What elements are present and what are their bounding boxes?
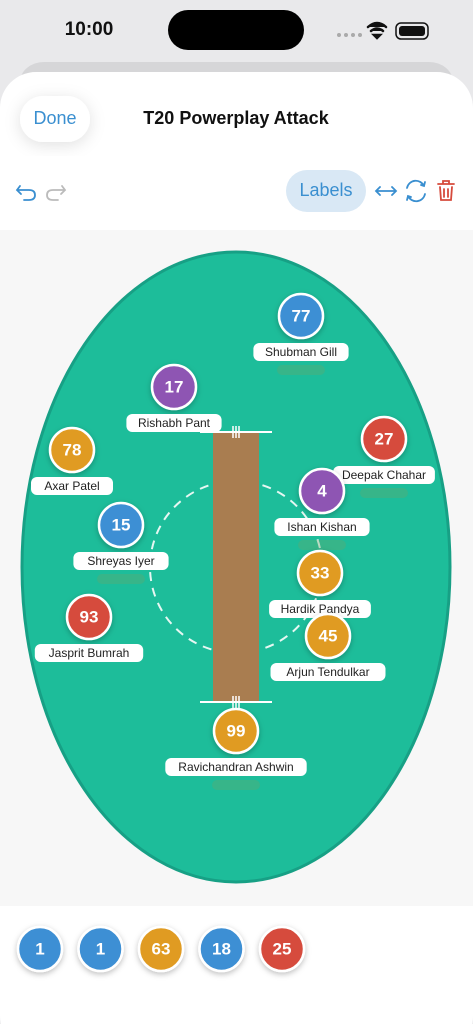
flip-icon[interactable] bbox=[374, 186, 398, 196]
player[interactable]: 15 Shreyas Iyer bbox=[73, 501, 169, 584]
position-hint bbox=[212, 780, 260, 790]
player-name: Axar Patel bbox=[44, 479, 99, 493]
player-name: Shubman Gill bbox=[265, 345, 337, 359]
player-token[interactable] bbox=[150, 363, 198, 411]
bench-number: 25 bbox=[273, 939, 292, 958]
player-number: 15 bbox=[112, 515, 131, 534]
player-number: 99 bbox=[227, 721, 246, 740]
name-tag bbox=[34, 644, 144, 662]
players: 77 Shubman Gill 17 Rishabh Pant 78 Axar Patel… bbox=[31, 292, 435, 790]
battery bbox=[395, 22, 429, 40]
stumps bbox=[232, 426, 240, 708]
player-token[interactable] bbox=[97, 501, 145, 549]
battery-level bbox=[399, 26, 425, 36]
player[interactable]: 45 Arjun Tendulkar bbox=[270, 612, 386, 681]
player[interactable]: 93 Jasprit Bumrah bbox=[34, 593, 144, 662]
player-token[interactable] bbox=[360, 415, 408, 463]
pitch bbox=[213, 432, 259, 702]
done-label[interactable]: Done bbox=[33, 108, 76, 128]
player-token[interactable] bbox=[212, 707, 260, 755]
player-number: 45 bbox=[319, 626, 338, 645]
name-tag bbox=[253, 343, 349, 361]
name-tag bbox=[31, 477, 113, 495]
player-name: Ravichandran Ashwin bbox=[178, 760, 293, 774]
bench-player[interactable]: 63 bbox=[137, 925, 185, 973]
player-number: 27 bbox=[375, 429, 394, 448]
player-number: 4 bbox=[317, 481, 327, 500]
bench-number: 1 bbox=[35, 939, 44, 958]
player[interactable]: 33 Hardik Pandya bbox=[269, 549, 371, 618]
delete-icon[interactable] bbox=[437, 180, 455, 201]
name-tag bbox=[165, 758, 307, 776]
player-name: Hardik Pandya bbox=[281, 602, 360, 616]
bench-number: 1 bbox=[96, 939, 105, 958]
name-tag bbox=[269, 600, 371, 618]
labels-label[interactable]: Labels bbox=[299, 180, 352, 200]
bench-player[interactable]: 25 bbox=[258, 925, 306, 973]
name-tag bbox=[126, 414, 222, 432]
player-token[interactable] bbox=[48, 426, 96, 474]
player[interactable]: 77 Shubman Gill bbox=[253, 292, 349, 375]
player[interactable]: 4 Ishan Kishan bbox=[274, 467, 370, 550]
labels-bg bbox=[286, 170, 366, 212]
player-name: Deepak Chahar bbox=[342, 468, 426, 482]
player[interactable]: 99 Ravichandran Ashwin bbox=[165, 707, 307, 790]
player-name: Shreyas Iyer bbox=[87, 554, 154, 568]
player-name: Jasprit Bumrah bbox=[49, 646, 130, 660]
player-token[interactable] bbox=[277, 292, 325, 340]
position-hint bbox=[360, 488, 408, 498]
bench-number: 63 bbox=[152, 939, 171, 958]
player-name: Ishan Kishan bbox=[287, 520, 356, 534]
done-button[interactable]: Done bbox=[20, 96, 90, 142]
player-token[interactable] bbox=[296, 549, 344, 597]
player-number: 93 bbox=[80, 607, 99, 626]
name-tag bbox=[274, 518, 370, 536]
status-time: 10:00 bbox=[65, 19, 114, 40]
player-number: 33 bbox=[311, 563, 330, 582]
dynamic-island bbox=[168, 10, 304, 50]
name-tag bbox=[73, 552, 169, 570]
player-token[interactable] bbox=[298, 467, 346, 515]
title: T20 Powerplay Attack bbox=[143, 108, 329, 128]
player[interactable]: 78 Axar Patel bbox=[31, 426, 113, 495]
player-name: Arjun Tendulkar bbox=[286, 665, 369, 679]
name-tag bbox=[270, 663, 386, 681]
player-token[interactable] bbox=[304, 612, 352, 660]
position-hint bbox=[277, 365, 325, 375]
bench-token[interactable] bbox=[258, 925, 306, 973]
bench: 1 1 63 18 25 bbox=[16, 925, 306, 973]
signal bbox=[337, 33, 362, 37]
name-tag bbox=[333, 466, 435, 484]
labels-button[interactable]: Labels bbox=[286, 170, 366, 212]
player-token[interactable] bbox=[65, 593, 113, 641]
done-bg bbox=[20, 96, 90, 142]
bench-token[interactable] bbox=[198, 925, 245, 973]
position-hint bbox=[97, 574, 145, 584]
player-number: 17 bbox=[165, 377, 184, 396]
player-name: Rishabh Pant bbox=[138, 416, 211, 430]
bench-player[interactable]: 1 bbox=[77, 925, 124, 973]
bench-token[interactable] bbox=[77, 925, 124, 973]
bench-player[interactable]: 1 bbox=[16, 925, 64, 973]
player-number: 78 bbox=[63, 440, 82, 459]
bench-number: 18 bbox=[212, 939, 231, 958]
redo-icon[interactable] bbox=[46, 185, 67, 201]
reset-icon[interactable] bbox=[406, 179, 426, 203]
player[interactable]: 27 Deepak Chahar bbox=[333, 415, 435, 498]
player-number: 77 bbox=[292, 306, 311, 325]
wifi-icon bbox=[366, 21, 388, 40]
player[interactable]: 17 Rishabh Pant bbox=[126, 363, 222, 432]
bench-token[interactable] bbox=[137, 925, 185, 973]
bench-player[interactable]: 18 bbox=[198, 925, 245, 973]
position-hint bbox=[298, 540, 346, 550]
bench-token[interactable] bbox=[16, 925, 64, 973]
undo-icon[interactable] bbox=[15, 185, 36, 201]
